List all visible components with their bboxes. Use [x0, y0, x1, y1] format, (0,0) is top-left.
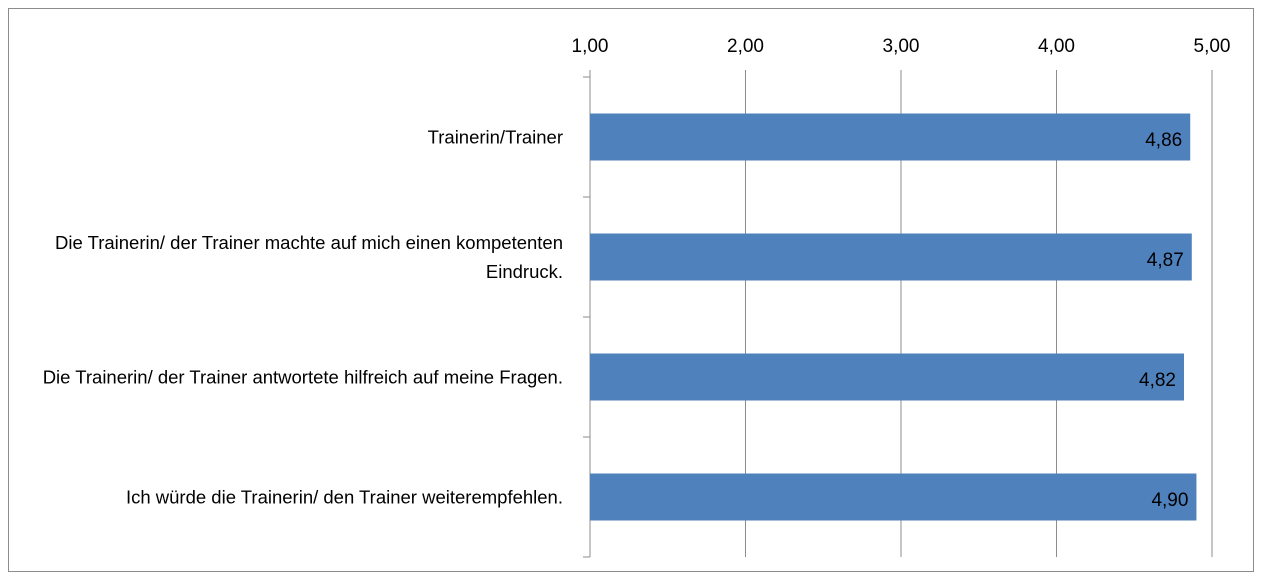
bar	[590, 353, 1185, 401]
value-label: 4,87	[1147, 250, 1184, 271]
category-label: Ich würde die Trainerin/ den Trainer wei…	[125, 486, 563, 508]
x-tick-label: 1,00	[572, 36, 609, 57]
category-label: Die Trainerin/ der Trainer machte auf mi…	[55, 232, 563, 282]
x-tick-label: 4,00	[1038, 36, 1075, 57]
x-tick-label: 5,00	[1194, 36, 1231, 57]
category-label: Trainerin/Trainer	[427, 126, 563, 148]
category-label: Die Trainerin/ der Trainer antwortete hi…	[42, 366, 563, 388]
value-label: 4,82	[1139, 370, 1176, 391]
bar	[590, 233, 1192, 281]
x-tick-label: 2,00	[727, 36, 764, 57]
value-label: 4,86	[1145, 130, 1182, 151]
bar	[590, 473, 1197, 521]
x-tick-label: 3,00	[883, 36, 920, 57]
bar	[590, 113, 1191, 161]
value-label: 4,90	[1151, 490, 1188, 511]
